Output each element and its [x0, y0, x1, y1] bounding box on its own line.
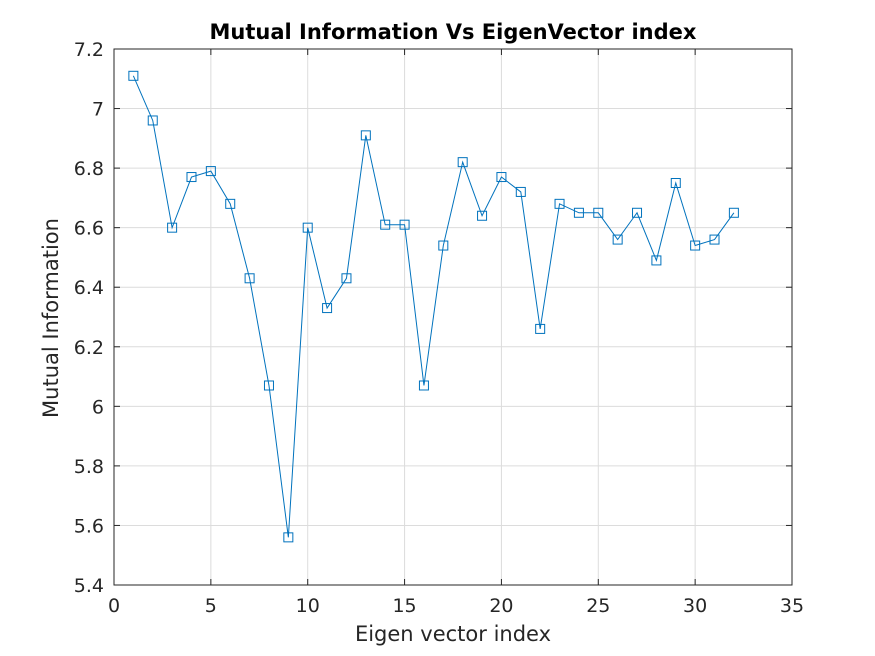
data-point-marker [612, 234, 623, 245]
data-point-marker [496, 172, 507, 183]
data-point-marker [457, 157, 468, 168]
data-point-marker [418, 380, 429, 391]
series-line [132, 75, 735, 538]
y-tick-label: 6.8 [74, 158, 104, 180]
data-point-marker [515, 186, 526, 197]
data-point-marker [186, 172, 197, 183]
data-point-marker [709, 234, 720, 245]
x-tick-label: 35 [780, 595, 804, 617]
x-tick-label: 30 [683, 595, 707, 617]
data-point-marker [690, 240, 701, 251]
data-point-marker [554, 198, 565, 209]
x-tick-label: 25 [586, 595, 610, 617]
y-tick-label: 5.4 [74, 575, 104, 597]
data-point-marker [147, 115, 158, 126]
y-tick-label: 5.6 [74, 515, 104, 537]
y-tick-label: 6.6 [74, 218, 104, 240]
data-point-marker [651, 255, 662, 266]
x-tick-label: 5 [205, 595, 217, 617]
grid-lines [114, 49, 792, 585]
data-point-marker [263, 380, 274, 391]
data-point-marker [438, 240, 449, 251]
data-point-marker [341, 273, 352, 284]
data-point-marker [167, 222, 178, 233]
y-tick-label: 5.8 [74, 456, 104, 478]
data-point-marker [632, 207, 643, 218]
x-tick-label: 20 [489, 595, 513, 617]
data-point-marker [380, 219, 391, 230]
plot-area-frame [113, 48, 793, 586]
data-point-marker [573, 207, 584, 218]
axis-ticks: 0 5 10 15 20 25 30 35 5.4 5.6 5.8 6 6.2 6.4 6.6 6.8 7 7.2 [74, 39, 804, 617]
y-tick-label: 7.2 [74, 39, 104, 61]
data-point-marker [399, 219, 410, 230]
data-point-marker [670, 178, 681, 188]
x-axis-label: Eigen vector index [355, 622, 551, 646]
data-point-marker [302, 222, 313, 233]
data-point-marker [728, 207, 739, 218]
data-point-marker [283, 532, 294, 543]
x-tick-label: 15 [392, 595, 416, 617]
y-tick-label: 6.4 [74, 277, 104, 299]
data-point-marker [225, 198, 236, 209]
x-tick-label: 10 [296, 595, 320, 617]
data-point-marker [205, 166, 216, 177]
data-point-marker [477, 210, 488, 221]
data-point-marker [244, 273, 255, 284]
data-point-marker [128, 70, 139, 81]
data-point-marker [322, 303, 333, 314]
series-layer [128, 70, 739, 543]
x-tick-label: 0 [108, 595, 120, 617]
y-axis-label: Mutual Information [39, 218, 63, 418]
data-point-marker [593, 207, 604, 218]
y-tick-label: 7 [92, 99, 104, 121]
chart-title: Mutual Information Vs EigenVector index [210, 20, 697, 44]
data-point-marker [535, 323, 546, 334]
y-tick-label: 6 [92, 396, 104, 418]
data-point-marker [360, 130, 371, 141]
y-tick-label: 6.2 [74, 337, 104, 359]
